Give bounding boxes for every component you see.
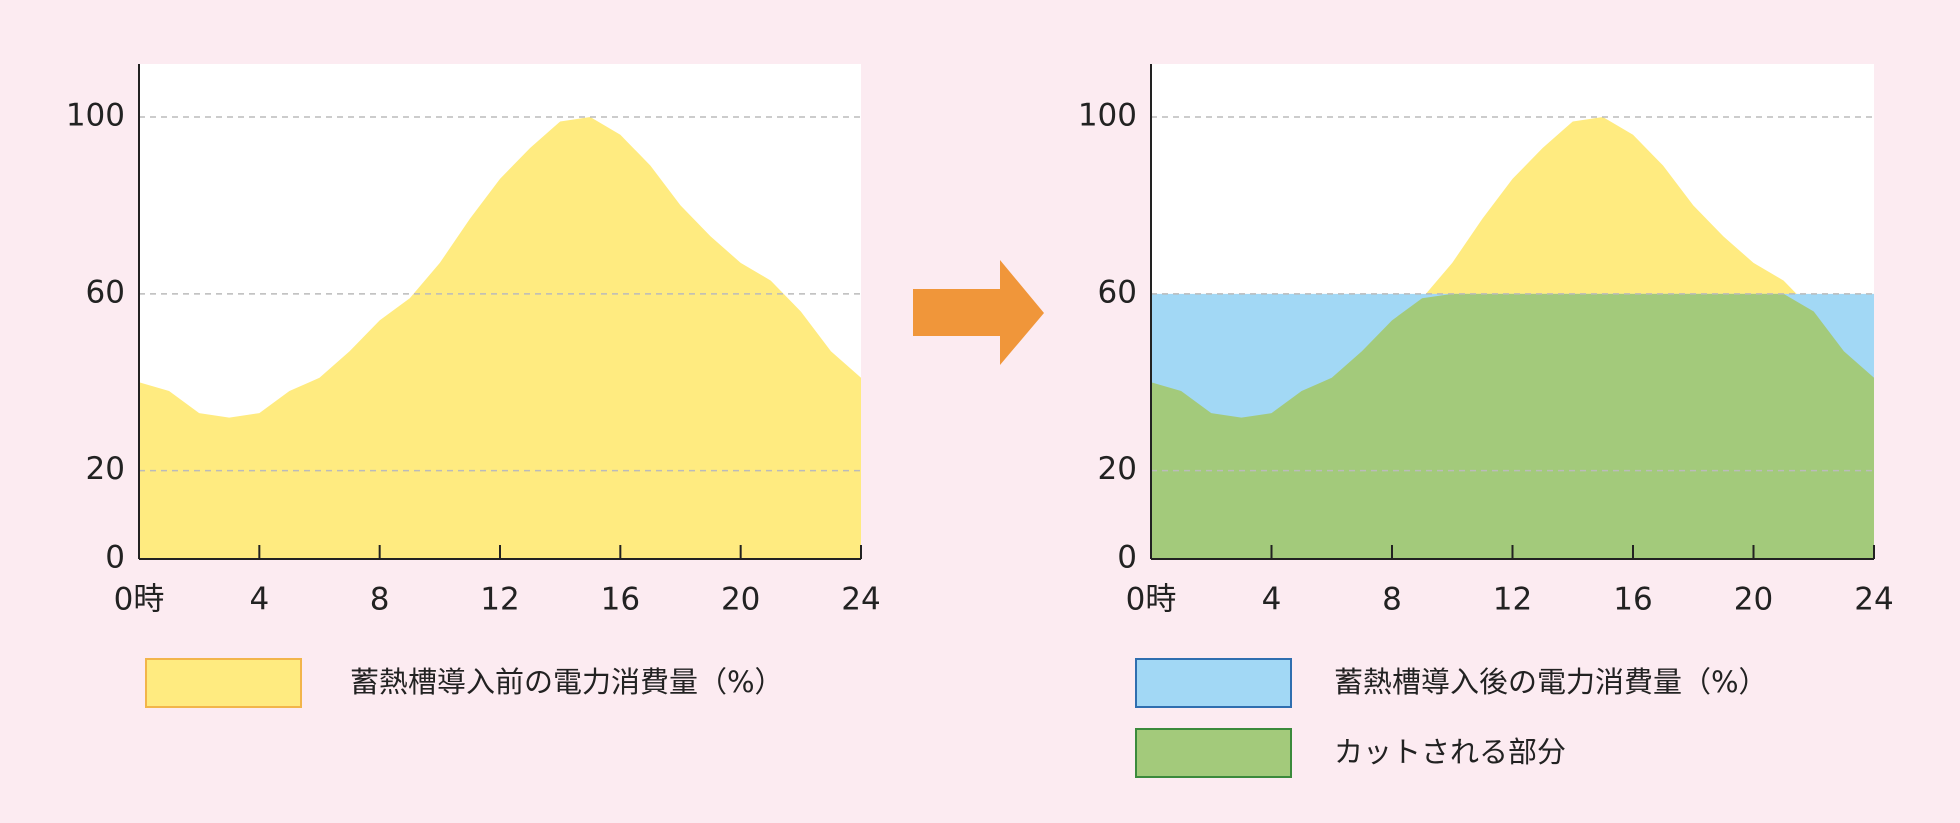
y-tick-label: 0: [105, 540, 125, 576]
area: [1151, 293, 1874, 559]
legend-swatch: [1135, 658, 1292, 708]
legend-swatch: [1135, 728, 1292, 778]
x-tick-label: 24: [1854, 582, 1893, 618]
y-tick-label: 60: [1098, 274, 1137, 310]
legend-label: 蓄熱槽導入前の電力消費量（%）: [350, 665, 784, 699]
x-tick-label: 16: [1613, 582, 1652, 618]
x-tick-label: 0時: [114, 582, 165, 618]
x-tick-label: 8: [370, 582, 390, 618]
y-tick-label: 60: [86, 274, 125, 310]
x-tick-label: 24: [841, 582, 880, 618]
legend-label: カットされる部分: [1334, 735, 1566, 769]
y-tick-label: 0: [1117, 540, 1137, 576]
x-tick-label: 16: [601, 582, 640, 618]
x-tick-label: 4: [249, 582, 269, 618]
y-tick-label: 100: [66, 98, 125, 134]
legend-label: 蓄熱槽導入後の電力消費量（%）: [1334, 665, 1768, 699]
area: [139, 117, 861, 560]
y-tick-label: 20: [86, 451, 125, 487]
legend-swatch: [145, 658, 302, 708]
x-tick-label: 20: [721, 582, 760, 618]
x-tick-label: 4: [1262, 582, 1282, 618]
x-tick-label: 12: [1493, 582, 1532, 618]
arrow: [913, 260, 1044, 365]
y-tick-label: 20: [1098, 451, 1137, 487]
y-tick-label: 100: [1078, 98, 1137, 134]
x-tick-label: 8: [1382, 582, 1402, 618]
x-tick-label: 12: [480, 582, 519, 618]
x-tick-label: 20: [1734, 582, 1773, 618]
x-tick-label: 0時: [1126, 582, 1177, 618]
